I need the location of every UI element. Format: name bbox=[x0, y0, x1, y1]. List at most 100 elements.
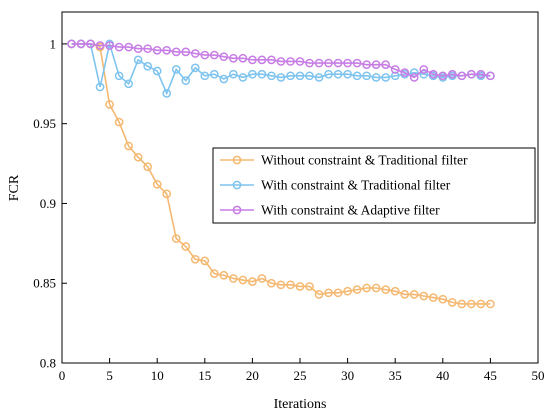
data-point bbox=[409, 68, 419, 77]
data-point bbox=[209, 269, 219, 279]
data-point bbox=[276, 57, 286, 66]
legend: Without constraint & Traditional filter W… bbox=[212, 147, 536, 224]
data-point bbox=[352, 285, 362, 294]
data-point bbox=[267, 278, 276, 288]
data-point bbox=[457, 71, 467, 81]
legend-marker bbox=[232, 180, 242, 190]
y-tick-label: 0.95 bbox=[33, 116, 56, 131]
data-point bbox=[267, 71, 276, 81]
data-point bbox=[400, 68, 410, 77]
data-point bbox=[143, 44, 153, 54]
data-point bbox=[390, 71, 400, 81]
data-point bbox=[324, 288, 333, 298]
data-point bbox=[248, 277, 257, 286]
data-point bbox=[409, 73, 419, 82]
data-point bbox=[362, 71, 371, 81]
data-point bbox=[381, 285, 391, 294]
data-point bbox=[371, 73, 381, 82]
data-point bbox=[133, 44, 143, 54]
data-point bbox=[219, 74, 229, 84]
x-tick-label: 25 bbox=[294, 368, 307, 383]
data-point bbox=[286, 57, 295, 66]
data-point bbox=[152, 45, 162, 55]
data-point bbox=[257, 69, 267, 79]
data-point bbox=[257, 55, 267, 65]
data-point bbox=[305, 71, 314, 81]
data-point bbox=[114, 42, 124, 52]
legend-label: With constraint & Adaptive filter bbox=[261, 203, 440, 218]
data-point bbox=[152, 179, 162, 189]
data-point bbox=[428, 293, 438, 302]
data-point bbox=[200, 71, 210, 81]
legend-marker bbox=[232, 205, 242, 215]
data-point bbox=[238, 275, 248, 285]
data-point bbox=[248, 69, 257, 79]
data-point bbox=[124, 141, 133, 151]
data-point bbox=[371, 283, 381, 293]
data-point bbox=[229, 69, 238, 79]
data-point bbox=[390, 65, 400, 74]
data-point bbox=[467, 69, 476, 79]
data-point bbox=[76, 39, 86, 49]
data-point bbox=[95, 82, 105, 92]
data-point bbox=[362, 283, 371, 293]
x-tick-label: 10 bbox=[151, 368, 164, 383]
data-point bbox=[381, 73, 391, 82]
data-point bbox=[305, 58, 314, 68]
data-point bbox=[438, 294, 448, 304]
series-3 bbox=[67, 39, 495, 82]
data-point bbox=[257, 274, 267, 283]
data-point bbox=[343, 69, 352, 79]
data-point bbox=[171, 234, 181, 243]
data-point bbox=[162, 89, 172, 98]
data-point bbox=[400, 290, 410, 299]
data-point bbox=[352, 71, 362, 81]
data-point bbox=[67, 39, 76, 49]
data-point bbox=[286, 280, 295, 290]
data-point bbox=[343, 286, 352, 296]
y-tick-label: 0.85 bbox=[33, 276, 56, 291]
data-point bbox=[314, 58, 324, 68]
data-point bbox=[343, 58, 352, 68]
data-point bbox=[133, 152, 143, 162]
data-point bbox=[209, 50, 219, 60]
y-axis-ticks: 0.8 0.85 0.9 0.95 1 bbox=[33, 36, 67, 371]
data-point bbox=[114, 71, 124, 81]
y-tick-label: 0.9 bbox=[40, 196, 56, 211]
data-point bbox=[295, 282, 305, 291]
data-point bbox=[419, 65, 429, 74]
data-point bbox=[428, 69, 438, 79]
data-point bbox=[105, 41, 114, 50]
x-axis-ticks: 0 5 10 15 20 25 30 35 40 45 50 bbox=[59, 358, 545, 383]
data-point bbox=[333, 58, 343, 68]
data-point bbox=[181, 47, 191, 57]
data-point bbox=[447, 69, 457, 79]
data-point bbox=[124, 79, 133, 89]
data-point bbox=[248, 55, 257, 65]
x-tick-label: 20 bbox=[246, 368, 259, 383]
data-point bbox=[114, 117, 124, 127]
data-point bbox=[143, 162, 153, 172]
data-point bbox=[190, 49, 200, 58]
data-point bbox=[200, 256, 210, 266]
y-tick-label: 1 bbox=[50, 36, 57, 51]
x-tick-label: 50 bbox=[532, 368, 545, 383]
data-point bbox=[171, 47, 181, 57]
data-point bbox=[181, 242, 191, 251]
data-point bbox=[324, 58, 333, 68]
data-point bbox=[86, 39, 95, 49]
data-point bbox=[95, 41, 105, 50]
legend-label: Without constraint & Traditional filter bbox=[261, 153, 468, 168]
x-tick-label: 35 bbox=[389, 368, 402, 383]
data-point bbox=[381, 60, 391, 70]
x-tick-label: 45 bbox=[484, 368, 497, 383]
data-point bbox=[190, 63, 200, 73]
data-point bbox=[162, 189, 172, 199]
data-point bbox=[124, 42, 133, 52]
data-point bbox=[190, 254, 200, 264]
y-axis-label: FCR bbox=[7, 174, 22, 201]
data-point bbox=[438, 71, 448, 81]
data-point bbox=[409, 290, 419, 299]
data-point bbox=[276, 73, 286, 82]
legend-marker bbox=[232, 155, 242, 165]
